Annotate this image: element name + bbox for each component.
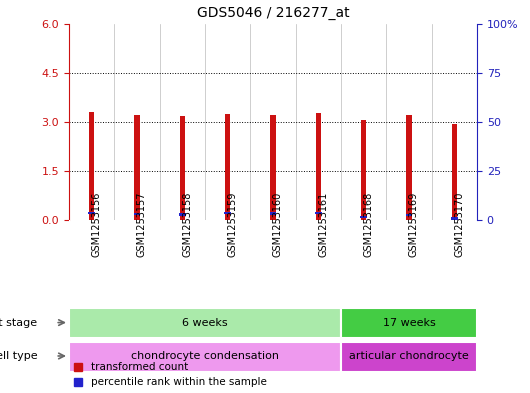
Bar	[270, 115, 276, 220]
Bar	[270, 212, 276, 215]
Bar	[341, 308, 477, 338]
Bar	[69, 342, 341, 372]
Text: GSM1253157: GSM1253157	[137, 192, 147, 257]
Text: GSM1253169: GSM1253169	[409, 192, 419, 257]
Bar	[407, 115, 412, 220]
Bar	[451, 217, 457, 220]
Bar	[180, 116, 185, 220]
Bar	[179, 213, 186, 216]
Text: cell type: cell type	[0, 351, 37, 361]
Text: GSM1253168: GSM1253168	[364, 192, 374, 257]
Text: GSM1253161: GSM1253161	[319, 192, 328, 257]
Text: GSM1253156: GSM1253156	[92, 192, 102, 257]
Bar	[406, 214, 412, 216]
Legend: transformed count, percentile rank within the sample: transformed count, percentile rank withi…	[74, 362, 267, 387]
Bar	[452, 124, 457, 220]
Bar	[134, 115, 139, 220]
Bar	[89, 212, 95, 214]
Text: chondrocyte condensation: chondrocyte condensation	[131, 351, 279, 361]
Bar	[341, 342, 477, 372]
Bar	[69, 308, 341, 338]
Bar	[225, 114, 231, 220]
Bar	[315, 212, 322, 214]
Text: GSM1253159: GSM1253159	[227, 192, 237, 257]
Bar	[360, 216, 367, 218]
Bar	[361, 119, 366, 220]
Text: 17 weeks: 17 weeks	[383, 318, 435, 328]
Text: GSM1253158: GSM1253158	[182, 192, 192, 257]
Text: GSM1253160: GSM1253160	[273, 192, 283, 257]
Text: articular chondrocyte: articular chondrocyte	[349, 351, 469, 361]
Text: GSM1253170: GSM1253170	[454, 192, 464, 257]
Bar	[315, 113, 321, 220]
Bar	[134, 213, 140, 215]
Text: development stage: development stage	[0, 318, 37, 328]
Title: GDS5046 / 216277_at: GDS5046 / 216277_at	[197, 6, 349, 20]
Text: 6 weeks: 6 weeks	[182, 318, 228, 328]
Bar	[224, 212, 231, 214]
Bar	[89, 112, 94, 220]
